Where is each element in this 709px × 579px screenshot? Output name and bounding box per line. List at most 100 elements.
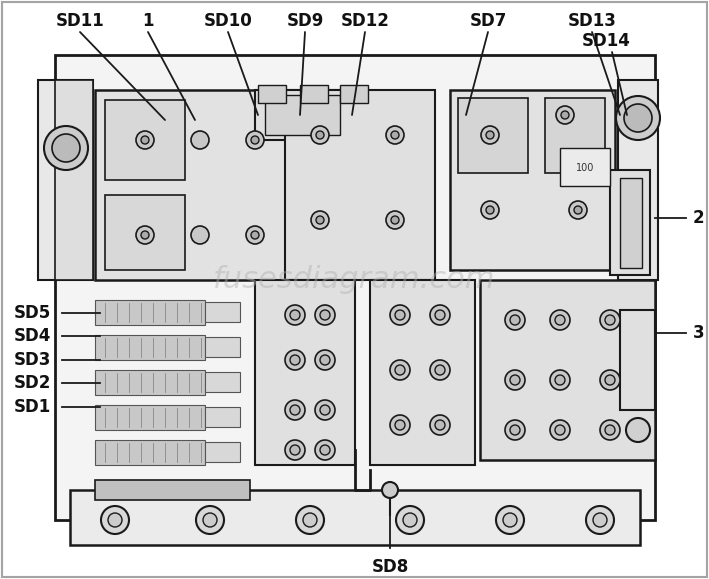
Bar bbox=[620, 178, 642, 268]
Circle shape bbox=[136, 131, 154, 149]
Circle shape bbox=[386, 211, 404, 229]
Circle shape bbox=[395, 420, 405, 430]
Circle shape bbox=[191, 131, 209, 149]
Circle shape bbox=[486, 206, 494, 214]
Text: SD1: SD1 bbox=[14, 398, 51, 416]
Circle shape bbox=[600, 310, 620, 330]
Bar bbox=[105, 195, 185, 270]
Bar bbox=[610, 170, 650, 275]
Bar bbox=[560, 148, 610, 186]
Circle shape bbox=[52, 134, 80, 162]
Text: SD4: SD4 bbox=[14, 327, 51, 345]
Circle shape bbox=[315, 440, 335, 460]
Circle shape bbox=[395, 310, 405, 320]
Circle shape bbox=[586, 506, 614, 534]
Circle shape bbox=[510, 315, 520, 325]
Circle shape bbox=[430, 360, 450, 380]
Circle shape bbox=[246, 226, 264, 244]
Circle shape bbox=[320, 405, 330, 415]
Circle shape bbox=[396, 506, 424, 534]
Circle shape bbox=[391, 131, 399, 139]
Circle shape bbox=[285, 440, 305, 460]
Circle shape bbox=[626, 418, 650, 442]
Bar bbox=[205, 372, 240, 392]
Bar bbox=[95, 90, 285, 280]
Bar bbox=[95, 335, 205, 360]
Bar bbox=[205, 337, 240, 357]
Bar bbox=[95, 300, 205, 325]
Circle shape bbox=[251, 136, 259, 144]
Bar bbox=[205, 302, 240, 322]
Circle shape bbox=[510, 375, 520, 385]
Bar bbox=[300, 85, 328, 103]
Circle shape bbox=[435, 310, 445, 320]
Bar bbox=[70, 490, 640, 545]
Circle shape bbox=[435, 365, 445, 375]
Circle shape bbox=[290, 355, 300, 365]
Circle shape bbox=[496, 506, 524, 534]
Circle shape bbox=[574, 206, 582, 214]
Circle shape bbox=[555, 425, 565, 435]
Circle shape bbox=[285, 350, 305, 370]
Text: SD8: SD8 bbox=[372, 558, 408, 576]
Circle shape bbox=[486, 131, 494, 139]
Circle shape bbox=[561, 111, 569, 119]
Bar bbox=[55, 55, 655, 520]
Text: SD3: SD3 bbox=[14, 351, 51, 369]
Circle shape bbox=[196, 506, 224, 534]
Bar bbox=[105, 100, 185, 180]
Circle shape bbox=[251, 231, 259, 239]
Circle shape bbox=[311, 126, 329, 144]
Circle shape bbox=[391, 216, 399, 224]
Text: SD10: SD10 bbox=[203, 12, 252, 30]
Text: SD11: SD11 bbox=[55, 12, 104, 30]
Circle shape bbox=[624, 104, 652, 132]
Text: SD13: SD13 bbox=[568, 12, 616, 30]
Circle shape bbox=[430, 305, 450, 325]
Circle shape bbox=[556, 106, 574, 124]
Circle shape bbox=[605, 375, 615, 385]
Circle shape bbox=[386, 126, 404, 144]
Circle shape bbox=[44, 126, 88, 170]
Circle shape bbox=[605, 425, 615, 435]
Bar bbox=[480, 280, 655, 460]
Circle shape bbox=[285, 305, 305, 325]
Bar bbox=[265, 95, 340, 135]
Bar bbox=[95, 440, 205, 465]
Circle shape bbox=[290, 405, 300, 415]
Circle shape bbox=[430, 415, 450, 435]
Circle shape bbox=[303, 513, 317, 527]
Bar bbox=[205, 407, 240, 427]
Text: 1: 1 bbox=[143, 12, 154, 30]
Bar bbox=[620, 310, 655, 410]
Circle shape bbox=[600, 420, 620, 440]
Text: 2: 2 bbox=[693, 209, 705, 227]
Circle shape bbox=[605, 315, 615, 325]
Circle shape bbox=[315, 350, 335, 370]
Circle shape bbox=[320, 355, 330, 365]
Bar bbox=[255, 280, 355, 465]
Circle shape bbox=[403, 513, 417, 527]
Circle shape bbox=[510, 425, 520, 435]
Circle shape bbox=[311, 211, 329, 229]
Circle shape bbox=[382, 482, 398, 498]
Circle shape bbox=[550, 310, 570, 330]
Text: fusesdiagram.com: fusesdiagram.com bbox=[213, 265, 496, 294]
Circle shape bbox=[141, 136, 149, 144]
Circle shape bbox=[290, 310, 300, 320]
Bar bbox=[450, 90, 615, 270]
Bar bbox=[285, 90, 435, 280]
Circle shape bbox=[246, 131, 264, 149]
Circle shape bbox=[600, 370, 620, 390]
Bar bbox=[370, 280, 475, 465]
Text: SD14: SD14 bbox=[581, 32, 630, 50]
Bar bbox=[545, 98, 605, 173]
Circle shape bbox=[296, 506, 324, 534]
Circle shape bbox=[101, 506, 129, 534]
Bar bbox=[95, 480, 250, 500]
Circle shape bbox=[481, 126, 499, 144]
Text: SD5: SD5 bbox=[14, 304, 51, 322]
Circle shape bbox=[136, 226, 154, 244]
Bar bbox=[340, 85, 368, 103]
Text: 3: 3 bbox=[693, 324, 705, 342]
